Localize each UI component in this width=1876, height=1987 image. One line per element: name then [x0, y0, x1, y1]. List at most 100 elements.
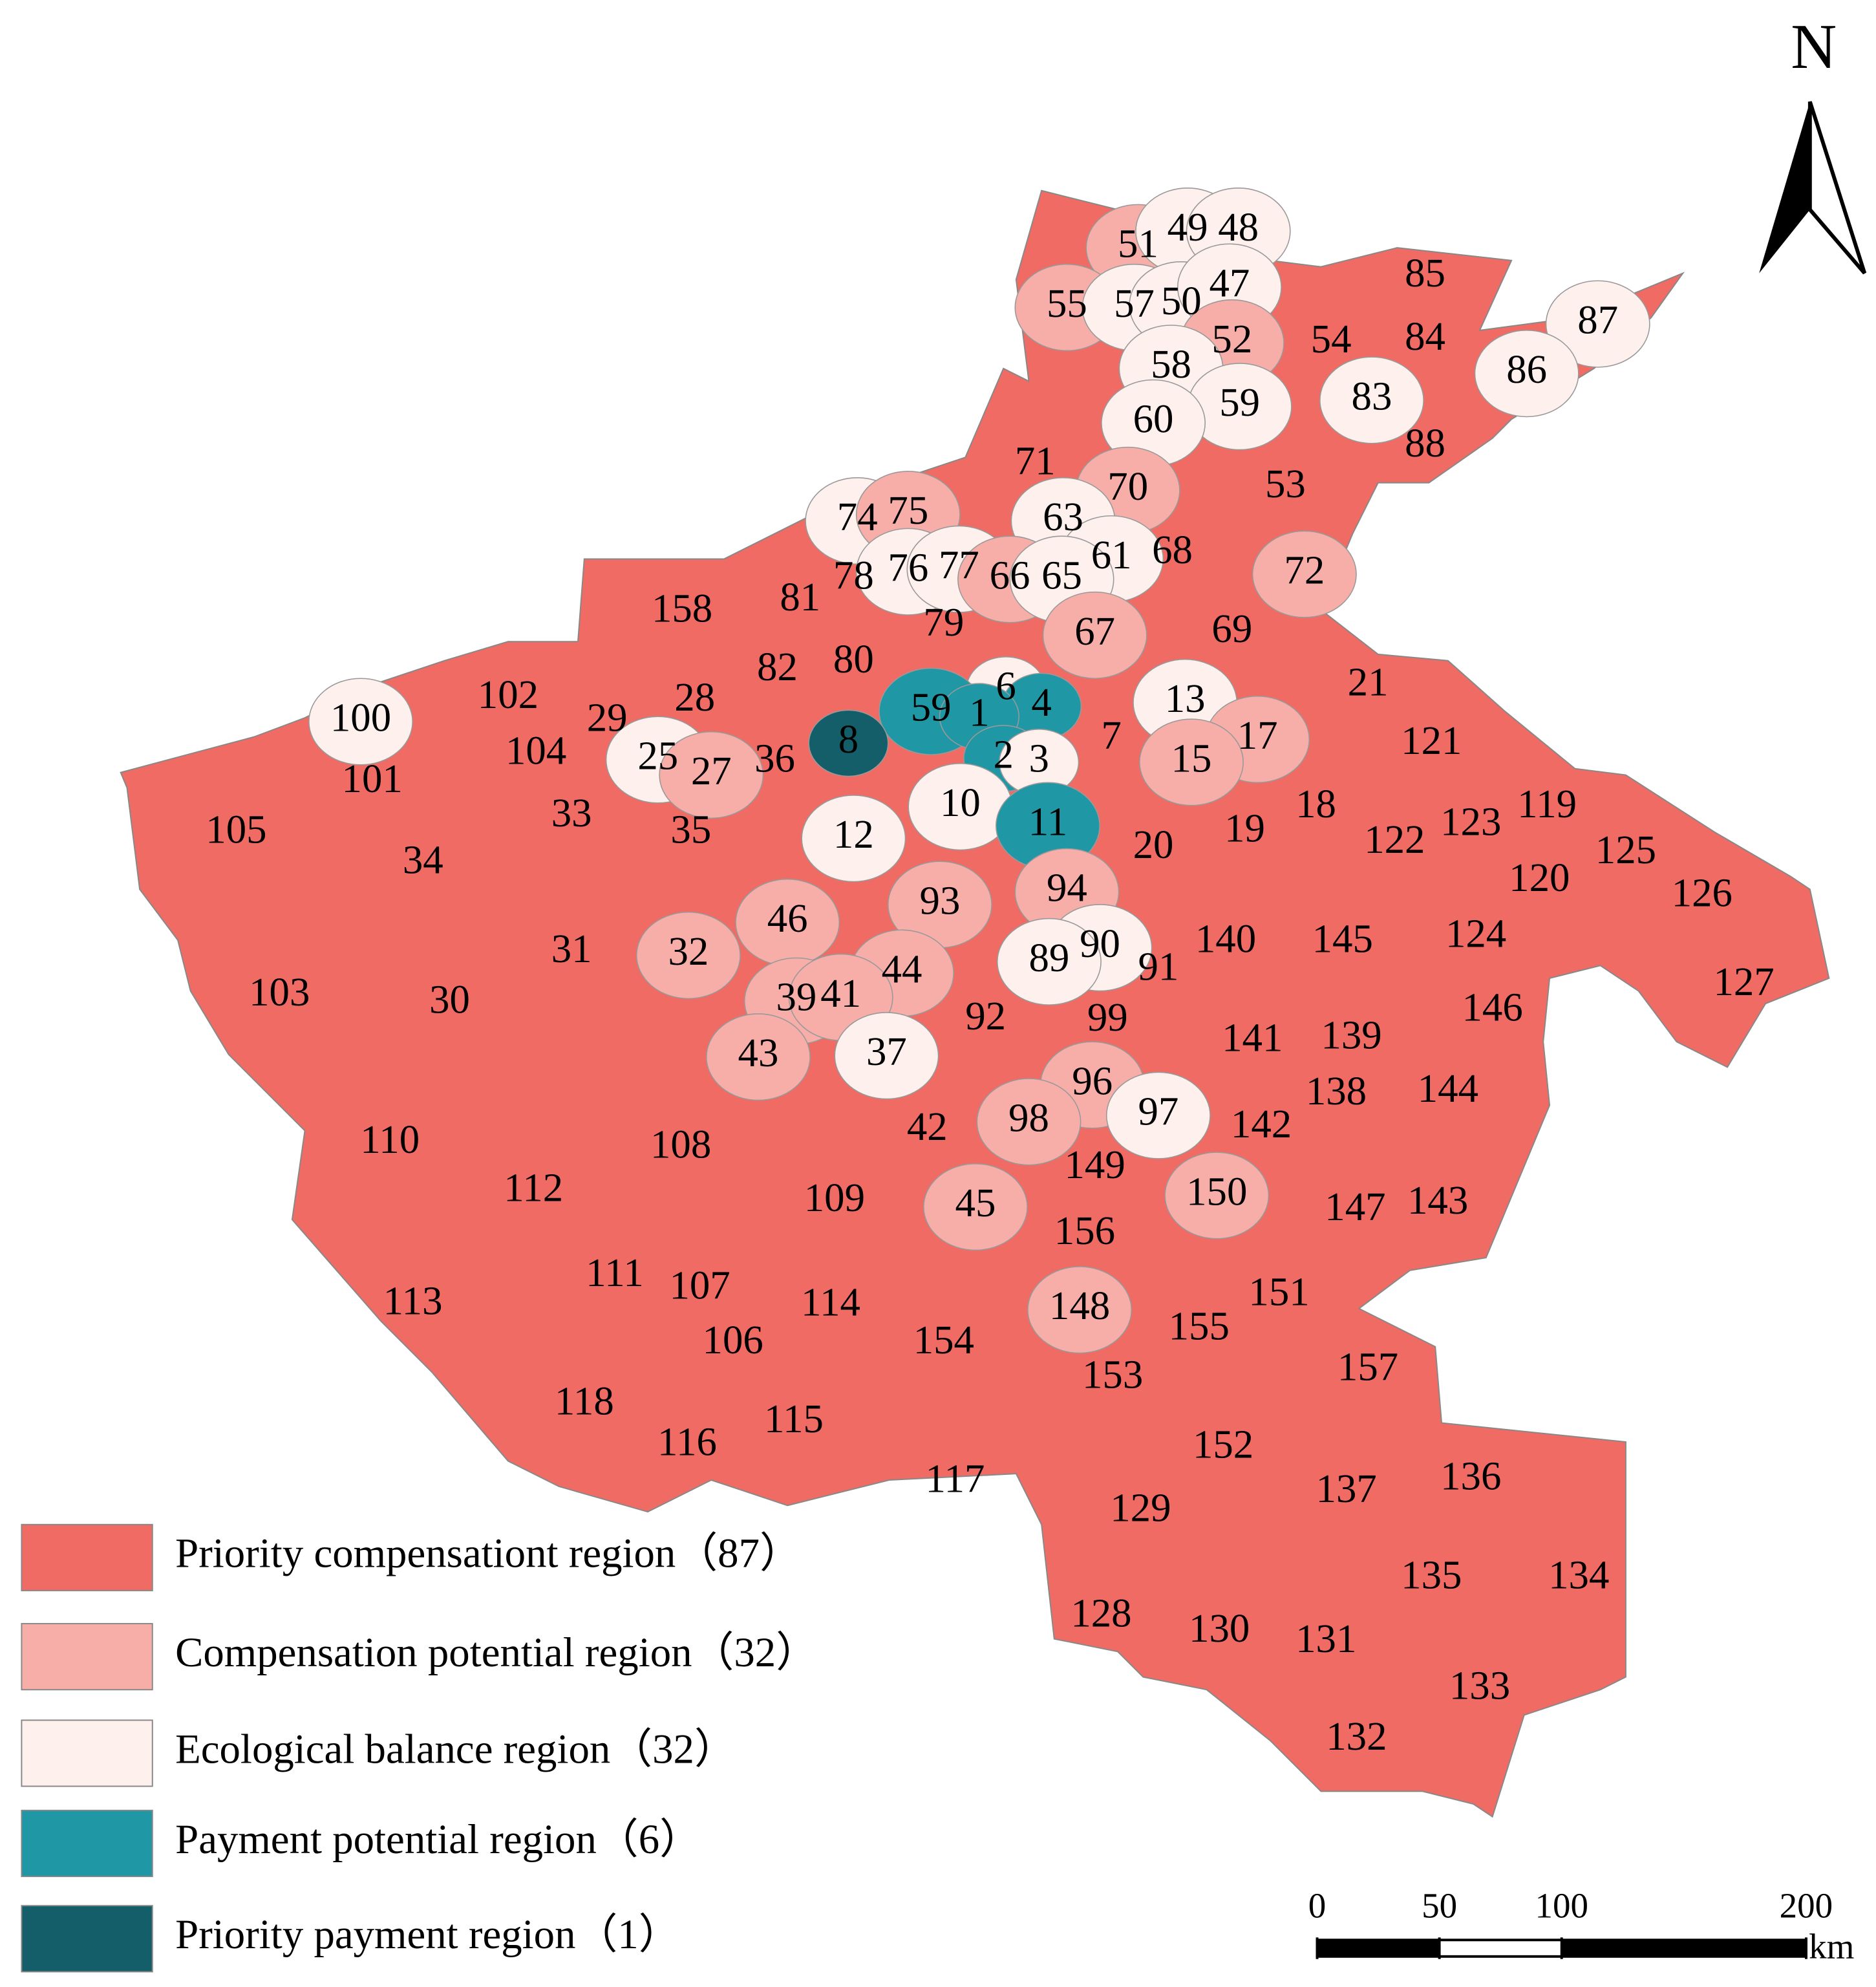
legend-label: Compensation potential region（32） — [175, 1629, 818, 1676]
region-label: 147 — [1325, 1184, 1385, 1229]
region-label: 50 — [1161, 278, 1202, 323]
legend-label: Ecological balance region（32） — [175, 1726, 736, 1772]
region-label: 83 — [1352, 373, 1392, 418]
region-patch — [635, 911, 741, 1000]
region-label: 39 — [776, 974, 816, 1020]
region-label: 107 — [669, 1263, 730, 1308]
region-label: 31 — [551, 926, 592, 971]
region-label: 20 — [1133, 822, 1174, 867]
region-label: 80 — [833, 636, 874, 682]
region-patch — [1042, 591, 1147, 680]
region-label: 98 — [1008, 1095, 1049, 1140]
region-label: 36 — [754, 735, 795, 780]
region-label: 125 — [1595, 827, 1656, 872]
region-label: 157 — [1338, 1344, 1398, 1389]
region-label: 57 — [1114, 281, 1155, 326]
region-label: 141 — [1222, 1015, 1283, 1060]
region-patch — [1139, 718, 1244, 806]
region-label: 32 — [668, 929, 709, 974]
region-label: 100 — [330, 694, 391, 740]
region-label: 41 — [820, 971, 861, 1016]
region-label: 30 — [429, 977, 470, 1022]
region-label: 18 — [1295, 781, 1336, 826]
region-label: 132 — [1326, 1713, 1387, 1759]
region-label: 139 — [1321, 1013, 1381, 1058]
region-label: 101 — [342, 756, 403, 801]
legend: Priority compensationt region（87） Compens… — [21, 1523, 818, 1973]
region-label: 63 — [1043, 494, 1083, 539]
region-label: 77 — [939, 542, 979, 588]
scale-tick-label: 0 — [1308, 1886, 1326, 1926]
legend-swatch — [21, 1905, 153, 1973]
region-label: 78 — [833, 552, 874, 597]
region-label: 71 — [1015, 438, 1056, 484]
region-patch — [1474, 330, 1579, 418]
region-label: 3 — [1029, 735, 1049, 780]
region-label: 11 — [1029, 799, 1068, 844]
region-patch — [834, 1012, 939, 1100]
region-patch — [1027, 1266, 1133, 1354]
region-label: 90 — [1080, 921, 1120, 966]
region-label: 112 — [504, 1165, 563, 1210]
region-label: 133 — [1449, 1663, 1510, 1708]
region-label: 106 — [703, 1317, 763, 1362]
region-label: 74 — [837, 494, 878, 539]
region-label: 111 — [586, 1250, 644, 1295]
north-arrow-left — [1759, 102, 1810, 274]
region-label: 148 — [1049, 1283, 1110, 1328]
region-label: 27 — [691, 748, 732, 793]
region-label: 4 — [1031, 680, 1051, 725]
region-label: 54 — [1311, 316, 1352, 361]
region-label: 120 — [1509, 855, 1570, 900]
legend-label: Payment potential region（6） — [175, 1816, 701, 1863]
region-label: 37 — [866, 1029, 907, 1074]
region-label: 134 — [1548, 1552, 1609, 1598]
region-label: 89 — [1029, 935, 1069, 980]
region-label: 52 — [1211, 316, 1252, 361]
region-label: 109 — [804, 1175, 865, 1220]
region-label: 136 — [1440, 1453, 1501, 1498]
region-label: 99 — [1087, 994, 1128, 1040]
region-label: 25 — [637, 733, 678, 778]
scale-tick-label: 100 — [1535, 1886, 1588, 1926]
region-label: 142 — [1231, 1101, 1292, 1146]
region-label: 110 — [360, 1117, 420, 1162]
region-label: 150 — [1186, 1168, 1247, 1214]
region-label: 35 — [670, 806, 711, 852]
region-label: 155 — [1169, 1304, 1230, 1349]
province-outline — [120, 189, 1830, 1818]
region-patch — [801, 795, 906, 883]
region-label: 66 — [990, 552, 1030, 597]
region-label: 87 — [1577, 297, 1618, 342]
scale-segment — [1317, 1940, 1440, 1957]
region-label: 128 — [1071, 1591, 1131, 1636]
region-label: 59 — [911, 685, 952, 730]
region-label: 79 — [923, 599, 964, 645]
region-label: 121 — [1401, 718, 1462, 763]
region-label: 84 — [1405, 314, 1445, 359]
region-label: 42 — [907, 1104, 948, 1149]
legend-label: Priority payment region（1） — [175, 1911, 680, 1958]
legend-label: Priority compensationt region（87） — [175, 1531, 802, 1577]
region-label: 145 — [1312, 916, 1373, 961]
region-label: 96 — [1072, 1058, 1113, 1103]
region-label: 137 — [1316, 1466, 1377, 1511]
region-label: 140 — [1195, 916, 1256, 961]
scale-tick-label: 200 — [1780, 1886, 1833, 1926]
region-label: 7 — [1101, 713, 1121, 758]
region-label: 60 — [1133, 396, 1174, 442]
region-label: 156 — [1054, 1208, 1115, 1253]
region-label: 118 — [555, 1379, 614, 1424]
region-label: 34 — [403, 837, 443, 883]
region-label: 51 — [1118, 221, 1158, 266]
region-label: 29 — [587, 694, 628, 740]
legend-swatch — [21, 1523, 153, 1591]
region-label: 46 — [767, 896, 808, 941]
region-label: 130 — [1189, 1606, 1250, 1651]
region-patch — [1252, 530, 1357, 618]
region-label: 44 — [882, 946, 922, 991]
region-patch — [706, 1013, 811, 1101]
region-label: 61 — [1091, 532, 1132, 577]
